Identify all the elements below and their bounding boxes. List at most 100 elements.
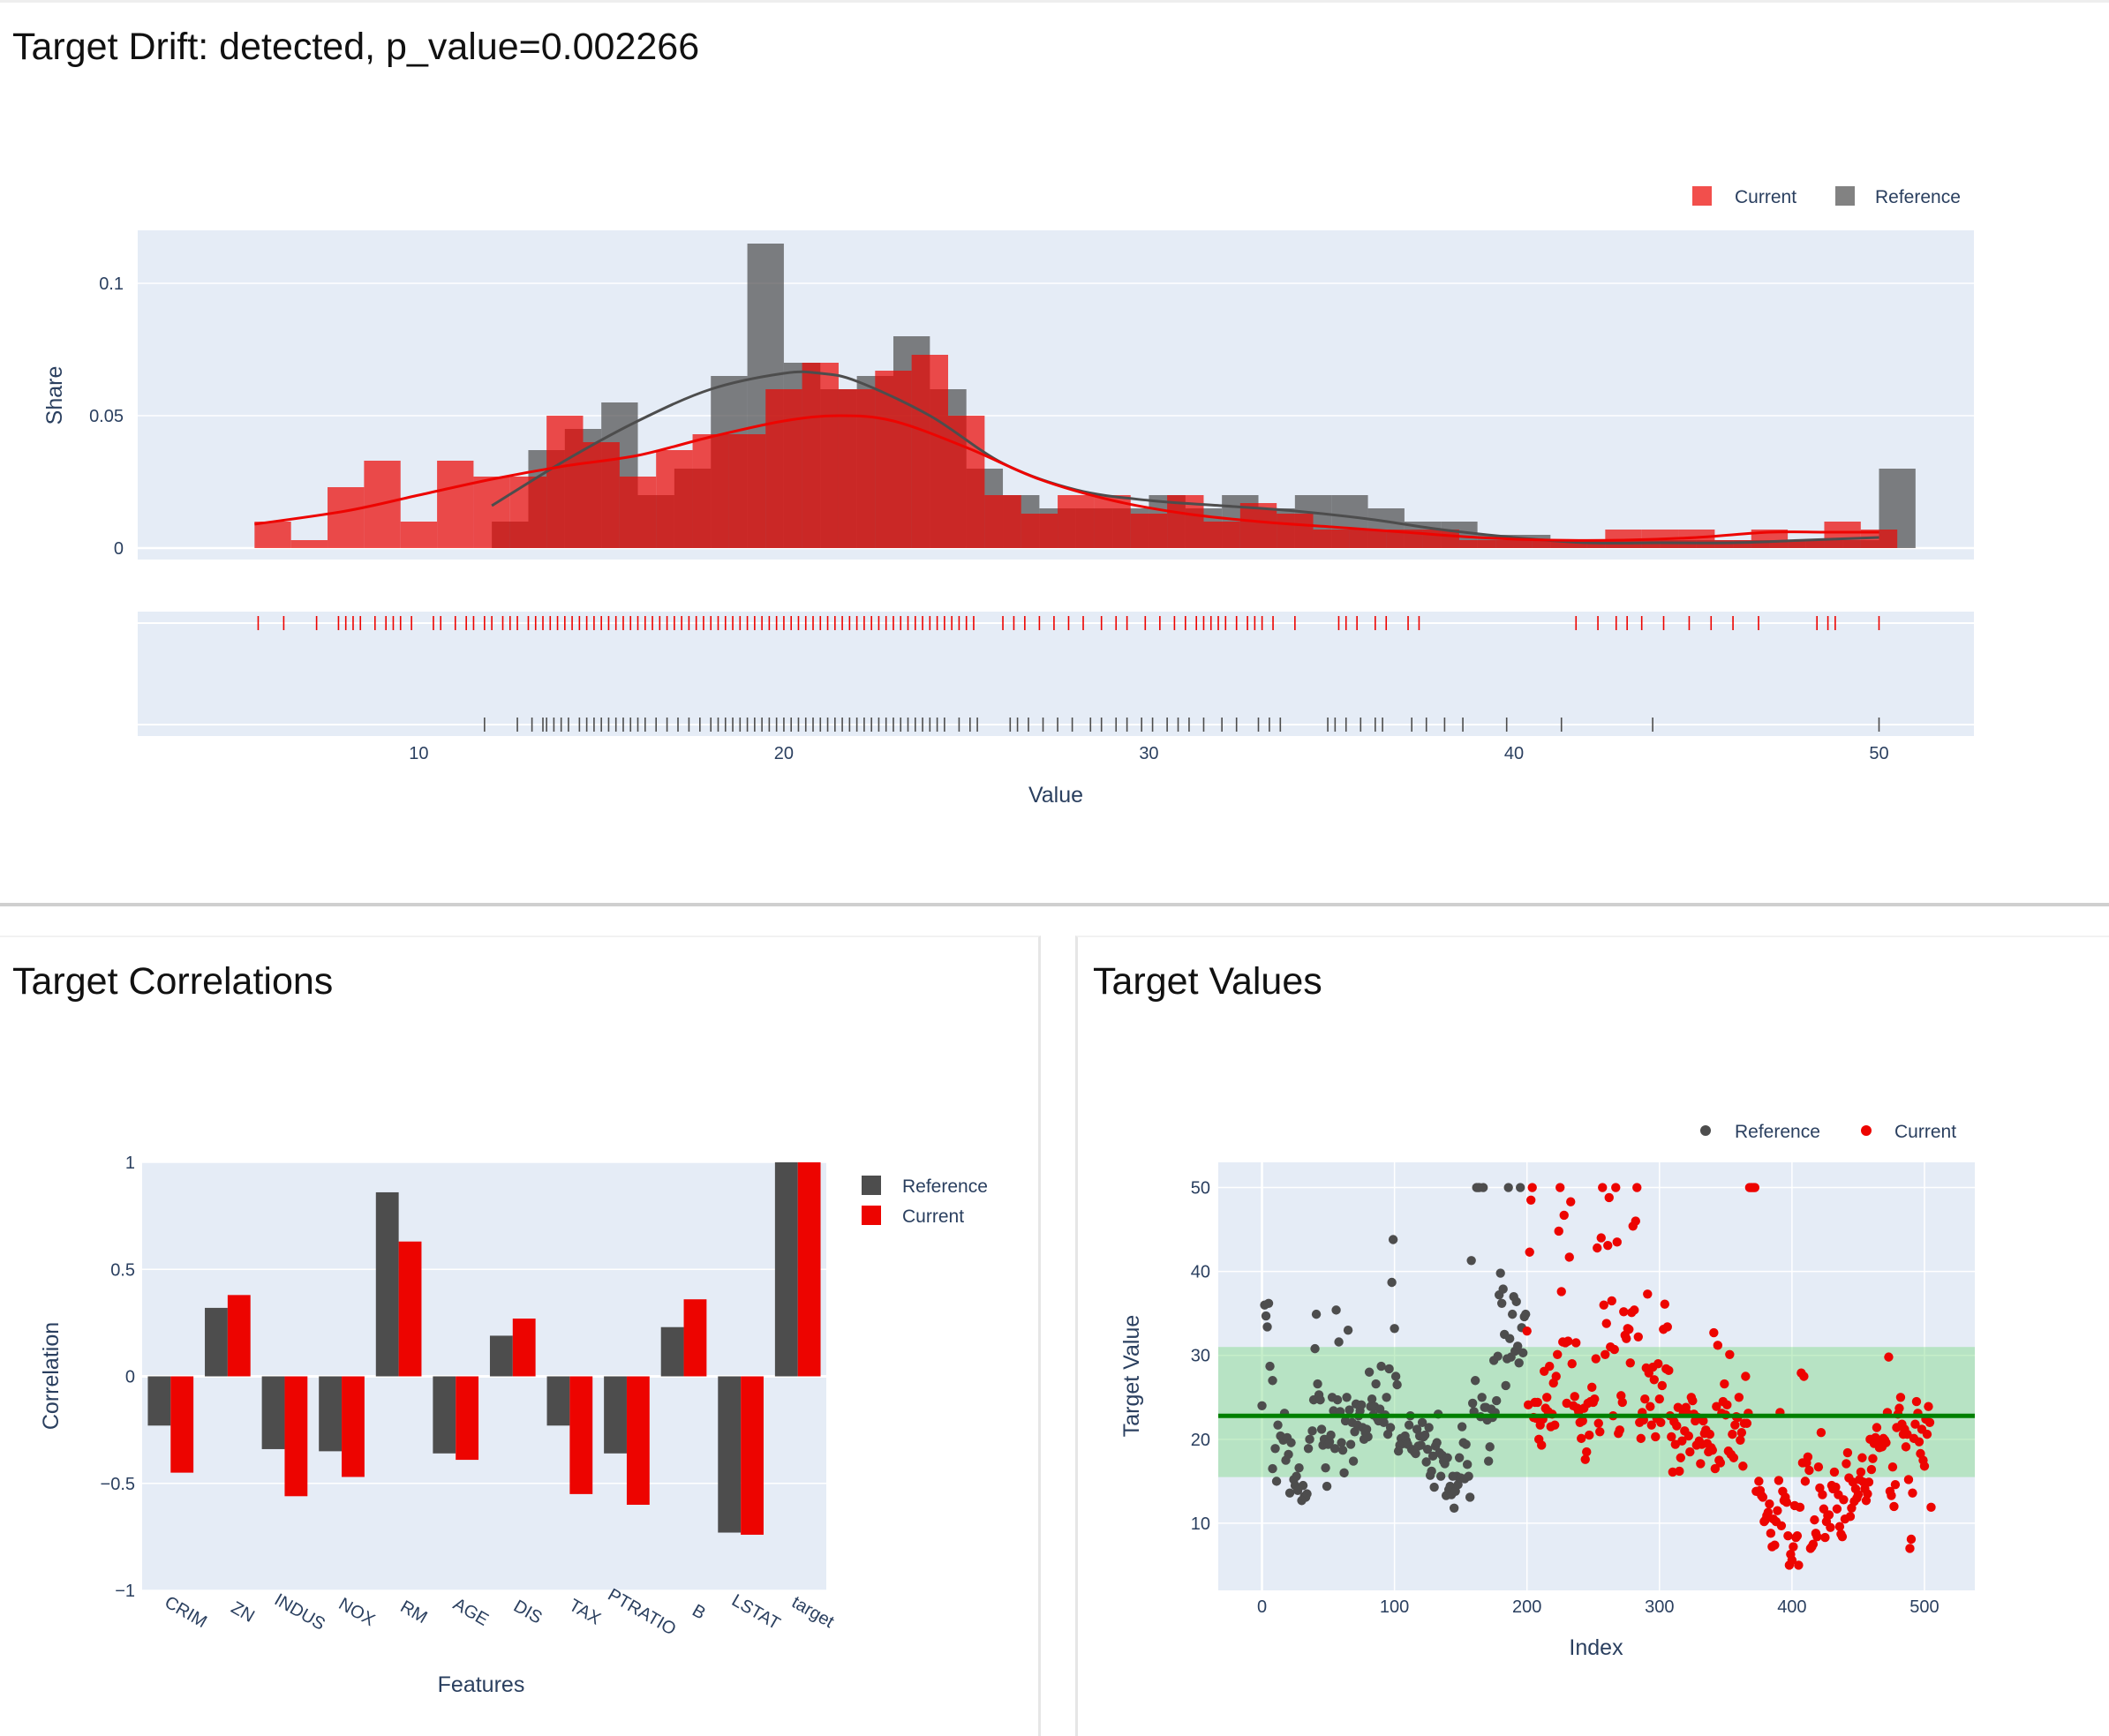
legend-marker-current[interactable] xyxy=(1861,1125,1872,1136)
legend-swatch-current[interactable] xyxy=(1692,186,1712,206)
scatter-point-current xyxy=(1924,1417,1935,1428)
scatter-point-current xyxy=(1864,1477,1874,1487)
y-tick-label: 40 xyxy=(1191,1263,1210,1282)
legend-label-current[interactable]: Current xyxy=(1735,187,1796,207)
scatter-point-reference xyxy=(1435,1471,1446,1481)
scatter-point-current xyxy=(1794,1560,1804,1570)
scatter-point-current xyxy=(1832,1504,1842,1514)
scatter-point-current xyxy=(1551,1372,1561,1381)
correlations-title: Target Correlations xyxy=(12,960,334,1003)
scatter-point-current xyxy=(1705,1429,1715,1439)
scatter-point-reference xyxy=(1424,1423,1434,1432)
scatter-point-current xyxy=(1866,1464,1877,1475)
corr-bar-current xyxy=(170,1376,194,1473)
corr-bar-current xyxy=(456,1376,479,1461)
scatter-point-reference xyxy=(1477,1393,1487,1402)
scatter-point-reference xyxy=(1344,1405,1354,1415)
scatter-point-current xyxy=(1845,1512,1856,1522)
legend-label-reference[interactable]: Reference xyxy=(1875,187,1961,207)
scatter-point-current xyxy=(1598,1183,1608,1192)
legend-label-current[interactable]: Current xyxy=(902,1206,964,1227)
scatter-point-reference xyxy=(1363,1432,1373,1442)
x-tick-label: 30 xyxy=(1139,744,1158,763)
legend-swatch-current[interactable] xyxy=(862,1206,881,1225)
scatter-point-reference xyxy=(1388,1235,1398,1244)
scatter-point-reference xyxy=(1390,1324,1399,1334)
scatter-point-reference xyxy=(1310,1343,1320,1354)
scatter-point-current xyxy=(1808,1539,1819,1549)
scatter-point-current xyxy=(1863,1489,1872,1499)
scatter-point-reference xyxy=(1457,1422,1467,1432)
histogram-bar-current xyxy=(656,450,693,548)
scatter-point-current xyxy=(1884,1352,1894,1362)
scatter-point-current xyxy=(1676,1453,1686,1462)
scatter-point-current xyxy=(1675,1466,1684,1477)
legend-label-reference[interactable]: Reference xyxy=(902,1176,988,1197)
corr-bar-reference xyxy=(205,1307,228,1377)
scatter-point-reference xyxy=(1504,1334,1515,1343)
values-y-axis-label: Target Value xyxy=(1119,1315,1144,1438)
scatter-point-reference xyxy=(1257,1401,1267,1410)
scatter-point-current xyxy=(1566,1197,1576,1206)
corr-bar-reference xyxy=(261,1376,285,1449)
x-tick-label: PTRATIO xyxy=(605,1585,680,1640)
scatter-point-current xyxy=(1720,1379,1729,1389)
y-tick-label: 0.1 xyxy=(99,274,124,294)
rug-plot-area[interactable] xyxy=(138,612,1974,736)
scatter-point-current xyxy=(1890,1479,1901,1490)
scatter-point-reference xyxy=(1284,1488,1295,1498)
scatter-point-current xyxy=(1754,1477,1764,1486)
corr-bar-reference xyxy=(147,1376,171,1426)
scatter-point-reference xyxy=(1503,1183,1513,1192)
legend-swatch-reference[interactable] xyxy=(1835,186,1855,206)
values-legend[interactable]: Reference Current xyxy=(1700,1122,1956,1142)
histogram-bar-current xyxy=(692,434,729,548)
y-tick-label: 50 xyxy=(1191,1179,1210,1199)
drift-legend[interactable]: Current Reference xyxy=(1692,186,1961,207)
scatter-point-current xyxy=(1696,1459,1706,1469)
scatter-point-current xyxy=(1631,1216,1640,1226)
scatter-point-reference xyxy=(1449,1503,1459,1514)
scatter-point-current xyxy=(1570,1392,1579,1402)
legend-label-current[interactable]: Current xyxy=(1894,1122,1956,1142)
histogram-bar-current xyxy=(1313,530,1350,548)
scatter-point-current xyxy=(1630,1305,1639,1315)
legend-swatch-reference[interactable] xyxy=(862,1176,881,1195)
scatter-point-current xyxy=(1553,1349,1563,1359)
scatter-point-current xyxy=(1730,1420,1740,1430)
x-tick-label: DIS xyxy=(510,1597,546,1628)
scatter-point-current xyxy=(1804,1465,1814,1476)
scatter-point-current xyxy=(1643,1289,1653,1299)
histogram-bar-current xyxy=(838,389,876,548)
correlations-grid xyxy=(142,1161,826,1591)
legend-marker-reference[interactable] xyxy=(1700,1125,1711,1136)
drift-chart[interactable]: Current Reference 0 0.05 0.1 10 20 30 40 50 Sha… xyxy=(0,3,2109,885)
scatter-point-current xyxy=(1813,1462,1824,1472)
scatter-point-current xyxy=(1770,1540,1780,1550)
scatter-point-current xyxy=(1905,1544,1915,1553)
scatter-point-reference xyxy=(1493,1351,1503,1361)
legend-label-reference[interactable]: Reference xyxy=(1735,1122,1820,1142)
scatter-point-current xyxy=(1881,1438,1891,1447)
corr-bar-reference xyxy=(546,1376,570,1426)
scatter-point-current xyxy=(1607,1296,1616,1306)
scatter-point-reference xyxy=(1305,1434,1314,1445)
scatter-point-current xyxy=(1685,1447,1695,1457)
scatter-point-reference xyxy=(1411,1448,1420,1459)
scatter-point-reference xyxy=(1337,1438,1346,1447)
scatter-point-current xyxy=(1736,1428,1747,1438)
histogram-bar-current xyxy=(765,389,802,548)
correlations-chart[interactable]: 1 0.5 0 −0.5 −1 CRIM ZN INDUS NOX RM AGE DIS TAX PTRA… xyxy=(0,937,1038,1736)
corr-bar-current xyxy=(626,1376,650,1505)
scatter-point-reference xyxy=(1322,1481,1332,1492)
scatter-point-current xyxy=(1818,1490,1827,1499)
scatter-point-reference xyxy=(1315,1394,1325,1405)
correlations-legend[interactable]: Reference Current xyxy=(862,1176,988,1227)
scatter-point-reference xyxy=(1302,1489,1312,1499)
scatter-point-current xyxy=(1593,1418,1603,1428)
scatter-point-current xyxy=(1857,1453,1867,1462)
scatter-point-current xyxy=(1901,1442,1911,1452)
scatter-point-current xyxy=(1617,1397,1627,1408)
corr-bar-reference xyxy=(718,1376,742,1533)
